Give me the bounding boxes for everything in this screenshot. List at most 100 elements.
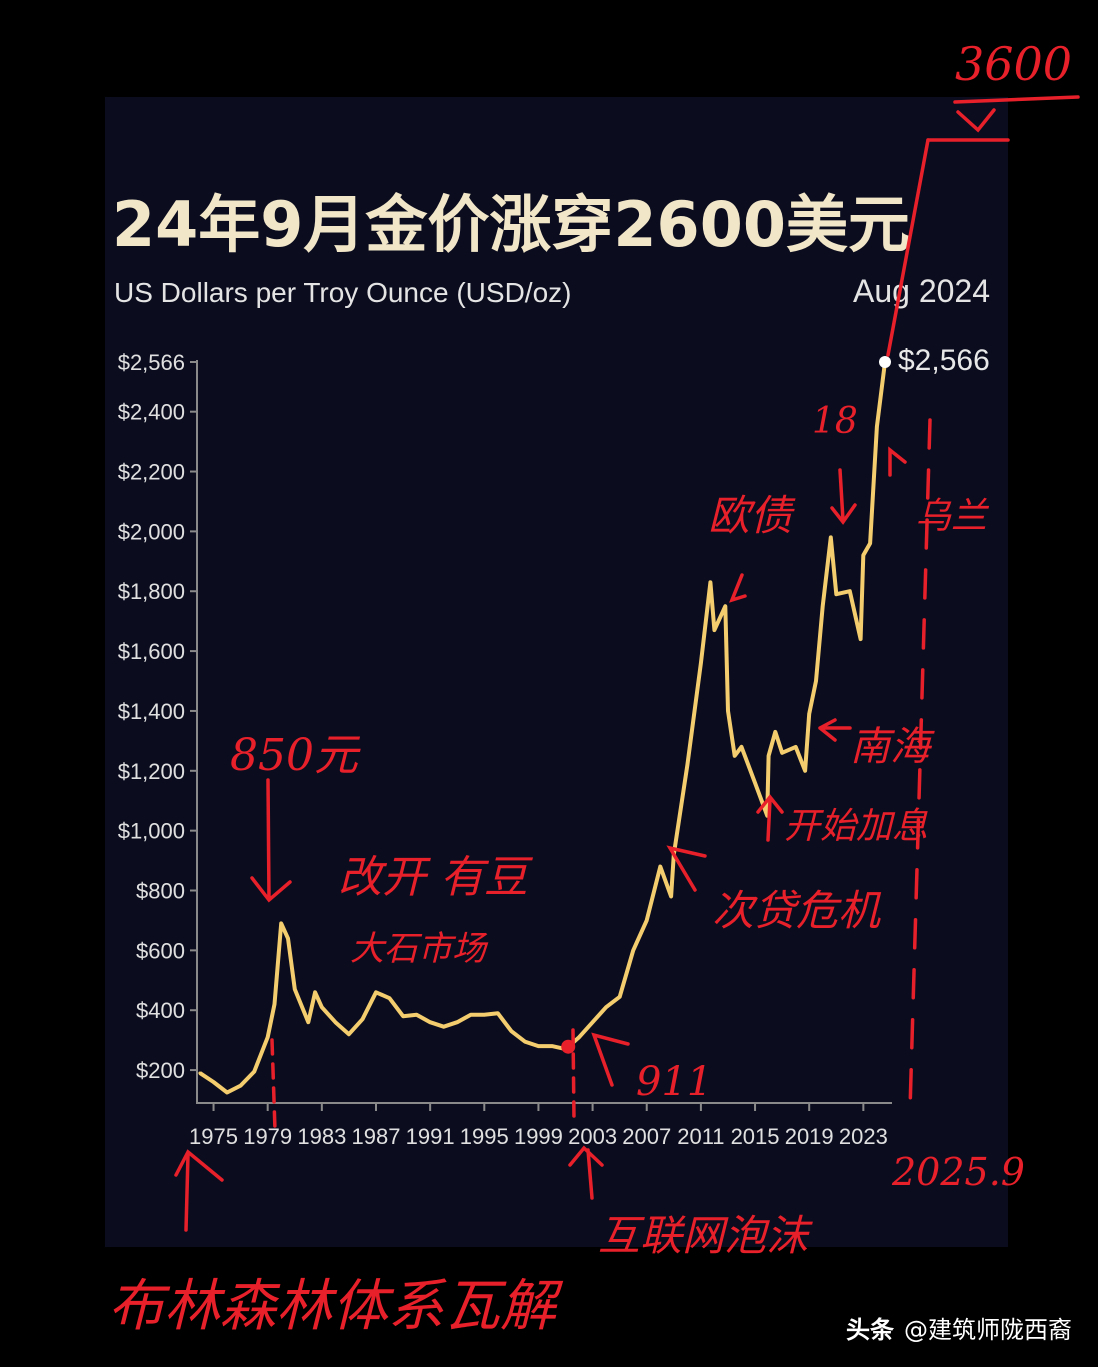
y-tick-label: $600: [136, 938, 185, 963]
watermark: 头条 @建筑师陇西裔: [846, 1310, 1072, 1345]
series-point: [333, 1020, 337, 1024]
y-tick-label: $2,000: [118, 519, 185, 544]
series-point: [536, 1044, 541, 1048]
annotation-bretton: 布林森林体系瓦解: [108, 1274, 564, 1339]
annotation-subprime: 次贷危机: [712, 886, 882, 935]
annotation-south-sea: 南海: [850, 724, 935, 770]
x-tick-label: 1979: [243, 1124, 292, 1149]
series-point: [829, 535, 833, 539]
x-tick-label: 1987: [352, 1124, 401, 1149]
series-point: [550, 1044, 554, 1048]
series-point: [821, 604, 825, 608]
series-point: [428, 1020, 432, 1024]
annotation-reform: 改开 有豆: [338, 852, 534, 903]
y-tick-label: $1,600: [118, 639, 185, 664]
y-axis-ticks: $2,566 $2,400 $2,200 $2,000 $1,800 $1,600 $1,4…: [118, 350, 197, 1083]
dashed-1980: [270, 1038, 277, 1132]
series-point: [723, 604, 727, 608]
series-point: [415, 1013, 419, 1017]
annotation-3600: 3600: [955, 37, 1072, 91]
series-point: [279, 921, 283, 926]
x-tick-label: 2023: [839, 1124, 888, 1149]
x-tick-label: 1991: [406, 1124, 455, 1149]
series-point: [523, 1040, 527, 1044]
series-point: [699, 661, 703, 665]
series-point: [482, 1013, 486, 1017]
series-point: [780, 751, 784, 755]
series-point: [868, 541, 872, 545]
series-point: [875, 425, 879, 429]
annotation-911: 911: [636, 1059, 712, 1105]
annotation-18: 18: [812, 401, 858, 442]
x-tick-label: 1995: [460, 1124, 509, 1149]
series-point: [306, 1020, 310, 1024]
arrow-south-sea: [818, 718, 852, 742]
dashed-2025: [908, 418, 932, 1112]
y-tick-label: $1,200: [118, 759, 185, 784]
x-tick-label: 1975: [189, 1124, 238, 1149]
series-point: [733, 754, 737, 758]
x-tick-label: 2003: [568, 1124, 617, 1149]
series-point: [198, 1071, 202, 1075]
series-point: [669, 894, 673, 899]
arrow-euro: [729, 573, 747, 603]
series-point: [286, 936, 290, 940]
series-point: [272, 1002, 277, 1006]
annotation-2025: 2025.9: [891, 1150, 1025, 1194]
series-point: [753, 781, 757, 785]
arrow-911: [591, 1032, 630, 1087]
series-point: [387, 996, 392, 1000]
arrow-rate-hike: [756, 794, 784, 842]
x-tick-label: 2011: [677, 1124, 724, 1149]
arrow-russia: [888, 446, 907, 477]
series-point: [814, 679, 818, 683]
series-point: [252, 1069, 256, 1074]
series-point: [225, 1090, 229, 1095]
annotation-euro-debt: 欧债: [708, 491, 796, 540]
arrow-2008: [666, 845, 707, 892]
series-point: [313, 990, 317, 994]
y-tick-label: $800: [136, 879, 185, 904]
arrow-internet: [568, 1145, 604, 1200]
series-points: [198, 360, 887, 1095]
y-tick-label: $400: [136, 998, 185, 1023]
dashed-2001: [571, 1028, 576, 1122]
x-tick-label: 1983: [297, 1124, 346, 1149]
series-point: [794, 745, 798, 749]
series-point: [859, 637, 863, 641]
series-point: [739, 745, 744, 749]
series-point: [374, 990, 378, 994]
y-tick-label: $200: [136, 1058, 185, 1083]
series-point: [645, 918, 649, 923]
arrow-1980-peak: [250, 778, 292, 903]
x-tick-label: 2007: [622, 1124, 671, 1149]
annotation-rate-hike: 开始加息: [784, 806, 928, 847]
series-point: [803, 769, 807, 773]
series-point: [712, 628, 717, 632]
series-point: [631, 948, 635, 952]
series-point: [604, 1005, 608, 1009]
series-point: [442, 1025, 446, 1029]
annotation-internet: 互联网泡沫: [598, 1211, 813, 1260]
series-point: [347, 1032, 351, 1036]
y-tick-label: $2,200: [118, 460, 185, 485]
series-point: [773, 730, 777, 734]
y-tick-label: $2,400: [118, 400, 185, 425]
watermark-handle: @建筑师陇西裔: [904, 1316, 1072, 1344]
y-tick-label: $1,400: [118, 699, 185, 724]
annotation-3600-caret: [956, 108, 996, 133]
annotation-3600-underline: [953, 95, 1080, 104]
series-point: [320, 1005, 324, 1009]
y-tick-label: $1,000: [118, 819, 185, 844]
chart-title: 24年9月金价涨穿2600美元: [112, 188, 910, 261]
x-tick-label: 2015: [731, 1124, 780, 1149]
chart-subtitle: US Dollars per Troy Ounce (USD/oz): [114, 277, 571, 308]
series-point: [726, 709, 730, 713]
y-tick-label: $1,800: [118, 579, 185, 604]
chart-panel: [105, 97, 1008, 1247]
y-tick-label: $2,566: [118, 350, 185, 375]
annotation-russia: 乌兰: [915, 496, 990, 537]
series-point: [360, 1017, 365, 1021]
series-point: [509, 1029, 513, 1033]
